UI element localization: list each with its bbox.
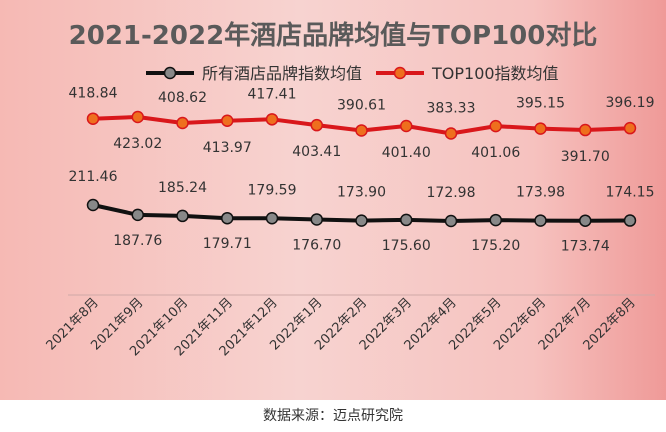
data-label: 187.76 xyxy=(113,233,162,249)
source-note: 数据来源：迈点研究院 xyxy=(263,408,403,424)
data-point xyxy=(86,198,100,212)
data-label: 175.60 xyxy=(382,238,431,254)
data-point xyxy=(131,110,144,124)
legend-item: TOP100指数均值 xyxy=(376,64,559,83)
data-point xyxy=(355,124,368,137)
data-label: 418.84 xyxy=(69,86,118,102)
series-layer: 211.46 187.76 185.24 179.71 179.59 176.70 173.… xyxy=(69,86,655,255)
legend-swatch-marker xyxy=(163,66,177,80)
data-point xyxy=(623,121,637,135)
series-0: 211.46 187.76 185.24 179.71 179.59 176.70 173.… xyxy=(69,169,655,255)
data-label: 175.20 xyxy=(471,238,520,254)
data-label: 173.74 xyxy=(561,239,610,255)
data-point xyxy=(265,113,279,126)
data-label: 179.71 xyxy=(203,236,252,252)
data-point xyxy=(579,214,592,227)
data-point xyxy=(176,116,189,130)
chart-title: 2021-2022年酒店品牌均值与TOP100对比 xyxy=(69,20,598,51)
chart-panel: 2021-2022年酒店品牌均值与TOP100对比 所有酒店品牌指数均值 TOP1… xyxy=(0,0,666,400)
x-tick-labels: 2021年8月2021年9月2021年10月2021年11月2021年12月20… xyxy=(44,295,639,359)
data-label: 390.61 xyxy=(337,97,386,113)
legend-swatch-marker xyxy=(393,66,407,80)
data-label: 403.41 xyxy=(292,144,341,160)
data-point xyxy=(176,209,189,223)
data-point xyxy=(86,112,100,125)
data-point xyxy=(534,122,547,135)
data-point xyxy=(623,214,637,227)
data-label: 172.98 xyxy=(427,185,476,201)
series-1: 418.84 423.02 408.62 413.97 417.41 403.41 390.… xyxy=(69,86,655,165)
data-point xyxy=(444,127,458,140)
line-chart: 2021-2022年酒店品牌均值与TOP100对比 所有酒店品牌指数均值 TOP1… xyxy=(44,20,655,359)
data-point xyxy=(310,118,323,132)
data-point xyxy=(400,213,413,227)
data-point xyxy=(221,211,234,225)
legend-label: TOP100指数均值 xyxy=(431,64,559,83)
data-label: 173.90 xyxy=(337,185,386,201)
data-label: 408.62 xyxy=(158,90,207,106)
data-label: 176.70 xyxy=(292,237,341,253)
data-point xyxy=(355,214,368,227)
data-point xyxy=(534,214,547,227)
data-label: 395.15 xyxy=(516,96,565,112)
data-label: 401.06 xyxy=(471,145,520,161)
data-point xyxy=(310,213,323,226)
legend-label: 所有酒店品牌指数均值 xyxy=(202,64,362,83)
data-point xyxy=(400,119,413,133)
data-label: 185.24 xyxy=(158,180,207,196)
data-label: 391.70 xyxy=(561,149,610,165)
data-point xyxy=(489,213,502,227)
data-label: 423.02 xyxy=(113,136,162,152)
legend-item: 所有酒店品牌指数均值 xyxy=(146,64,362,83)
data-label: 174.15 xyxy=(606,185,655,201)
data-label: 401.40 xyxy=(382,145,431,161)
data-label: 417.41 xyxy=(248,86,297,102)
legend: 所有酒店品牌指数均值 TOP100指数均值 xyxy=(146,64,559,83)
data-label: 179.59 xyxy=(248,182,297,198)
data-point xyxy=(444,214,458,228)
data-point xyxy=(489,119,502,133)
data-point xyxy=(131,208,144,222)
data-label: 396.19 xyxy=(606,95,655,111)
data-label: 211.46 xyxy=(69,169,118,185)
data-point xyxy=(265,212,279,225)
data-label: 413.97 xyxy=(203,140,252,156)
data-label: 383.33 xyxy=(427,101,476,117)
data-point xyxy=(579,123,592,137)
data-point xyxy=(221,114,234,128)
data-label: 173.98 xyxy=(516,185,565,201)
